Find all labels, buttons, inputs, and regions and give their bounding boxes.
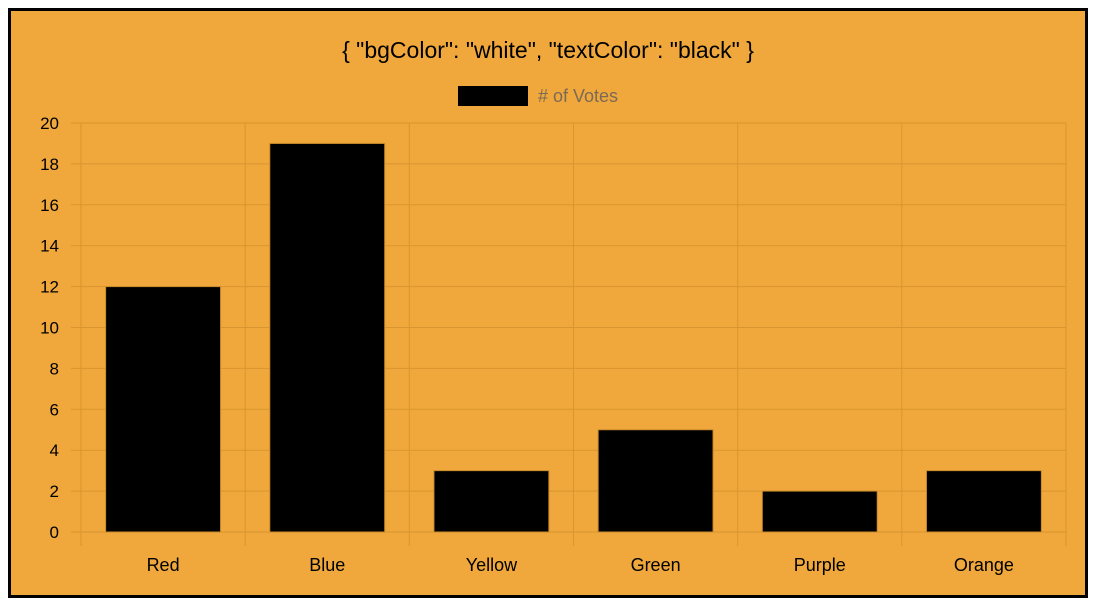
y-tick-label: 16 bbox=[40, 196, 59, 215]
legend-label: # of Votes bbox=[538, 85, 619, 106]
y-tick-label: 6 bbox=[50, 400, 59, 419]
x-tick-label: Green bbox=[631, 555, 681, 575]
y-tick-label: 10 bbox=[40, 319, 59, 338]
chart-title: { "bgColor": "white", "textColor": "blac… bbox=[342, 37, 754, 63]
y-tick-label: 14 bbox=[40, 237, 59, 256]
bar-purple[interactable] bbox=[761, 490, 878, 533]
bar-orange[interactable] bbox=[925, 470, 1042, 533]
legend-swatch bbox=[458, 86, 528, 106]
x-tick-label: Purple bbox=[794, 555, 846, 575]
legend[interactable]: # of Votes bbox=[458, 85, 618, 107]
chart-plot: 0 2 4 6 8 10 12 14 16 18 20 Red Blue Yellow Green Purpl… bbox=[40, 114, 1067, 575]
bar-red[interactable] bbox=[105, 286, 222, 533]
bar-yellow[interactable] bbox=[433, 470, 550, 533]
chart-frame: { "bgColor": "white", "textColor": "blac… bbox=[8, 8, 1088, 598]
y-tick-label: 4 bbox=[50, 441, 59, 460]
y-tick-label: 12 bbox=[40, 278, 59, 297]
x-tick-label: Orange bbox=[954, 555, 1014, 575]
y-tick-label: 18 bbox=[40, 155, 59, 174]
x-tick-label: Yellow bbox=[466, 555, 518, 575]
x-tick-label: Blue bbox=[309, 555, 345, 575]
bar-green[interactable] bbox=[597, 429, 714, 533]
y-tick-label: 20 bbox=[40, 114, 59, 133]
y-tick-label: 8 bbox=[50, 359, 59, 378]
y-tick-label: 2 bbox=[50, 482, 59, 501]
y-tick-label: 0 bbox=[50, 523, 59, 542]
x-tick-label: Red bbox=[147, 555, 180, 575]
bar-blue[interactable] bbox=[269, 142, 386, 533]
